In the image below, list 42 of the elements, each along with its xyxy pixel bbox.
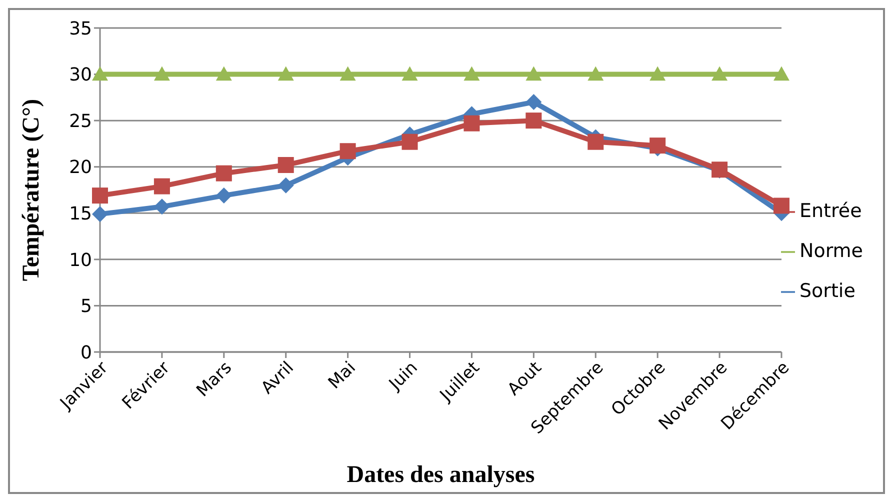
y-tick-label: 35 bbox=[69, 18, 92, 40]
point bbox=[216, 165, 232, 182]
point bbox=[650, 66, 666, 81]
point bbox=[278, 157, 294, 174]
x-tick-label: Mai bbox=[324, 358, 360, 394]
point bbox=[92, 66, 108, 81]
point bbox=[154, 178, 170, 194]
point bbox=[464, 66, 480, 81]
legend-label: Entrée bbox=[799, 200, 862, 222]
point bbox=[526, 94, 542, 110]
y-tick-label: 0 bbox=[80, 342, 92, 364]
point bbox=[92, 188, 108, 204]
point bbox=[216, 66, 232, 81]
x-axis-title: Dates des analyses bbox=[346, 462, 535, 488]
point bbox=[773, 198, 790, 214]
legend-label: Sortie bbox=[799, 280, 856, 302]
y-tick-label: 20 bbox=[69, 157, 92, 178]
y-tick-label: 30 bbox=[69, 64, 92, 86]
point bbox=[402, 134, 418, 150]
point bbox=[278, 66, 294, 81]
y-tick-label: 15 bbox=[69, 204, 92, 225]
point bbox=[340, 66, 356, 81]
point bbox=[154, 66, 170, 81]
point bbox=[340, 143, 356, 160]
point bbox=[650, 138, 666, 154]
point bbox=[712, 66, 728, 81]
point bbox=[464, 115, 480, 132]
y-axis-title: Température (C°) bbox=[18, 98, 45, 282]
legend-label: Norme bbox=[799, 240, 863, 262]
point bbox=[588, 134, 604, 150]
y-tick-label: 10 bbox=[69, 250, 92, 271]
point bbox=[773, 66, 790, 81]
point bbox=[588, 66, 604, 81]
point bbox=[526, 112, 542, 129]
point bbox=[216, 188, 232, 204]
point bbox=[92, 206, 108, 222]
point bbox=[154, 198, 170, 215]
y-tick-label: 25 bbox=[69, 110, 92, 132]
point bbox=[402, 66, 418, 81]
point bbox=[278, 177, 294, 194]
point bbox=[526, 66, 542, 81]
y-tick-label: 5 bbox=[80, 296, 92, 318]
